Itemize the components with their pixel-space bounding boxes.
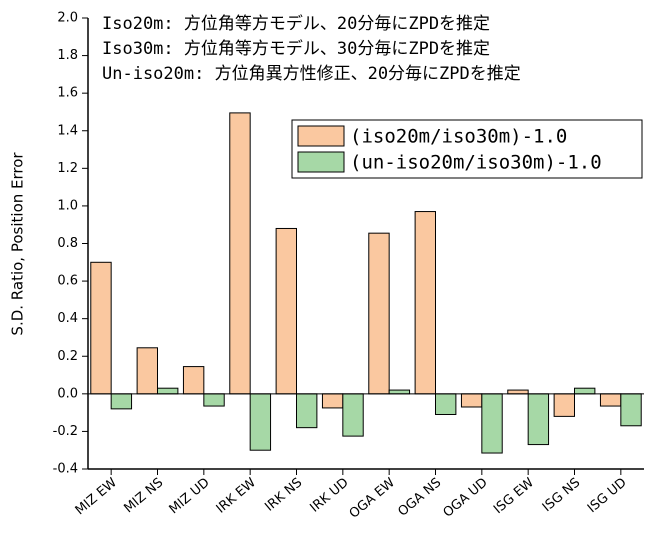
bar — [388, 389, 411, 395]
y-tick-label: 0.4 — [57, 311, 78, 326]
annotation: Un-iso20m: 方位角異方性修正、20分毎にZPDを推定 — [102, 64, 521, 84]
x-tick-label: ISG UD — [585, 475, 630, 516]
bar — [275, 227, 298, 395]
bar — [321, 393, 344, 409]
legend-box — [291, 119, 643, 179]
bar — [414, 211, 437, 395]
y-tick-label: 0.0 — [57, 386, 78, 401]
bar — [553, 393, 576, 417]
y-tick-label: 0.6 — [57, 274, 78, 289]
x-tick-label: OGA EW — [347, 475, 398, 522]
bar — [296, 393, 318, 429]
x-tick-label: IRK UD — [307, 475, 351, 515]
y-tick-label: -0.2 — [53, 424, 78, 439]
bar — [527, 393, 550, 446]
bar — [229, 112, 251, 395]
bar — [182, 366, 205, 395]
bar — [157, 387, 179, 395]
x-tick-label: MIZ NS — [121, 475, 166, 516]
legend-label: (iso20m/iso30m)-1.0 — [350, 126, 567, 148]
bar — [574, 387, 596, 395]
bar — [342, 393, 364, 437]
bar — [620, 393, 642, 427]
bar — [203, 393, 225, 407]
bar — [368, 232, 390, 395]
bar — [599, 393, 622, 407]
x-tick-label: IRK NS — [262, 475, 305, 514]
x-tick-label: MIZ EW — [73, 475, 120, 518]
y-tick-label: 1.6 — [57, 86, 78, 101]
x-tick-label: ISG EW — [491, 475, 537, 517]
y-tick-label: -0.4 — [53, 462, 78, 477]
annotation: Iso20m: 方位角等方モデル、20分毎にZPDを推定 — [102, 13, 490, 34]
x-tick-label: IRK EW — [214, 475, 259, 517]
y-tick-label: 1.4 — [57, 123, 78, 138]
legend-swatch — [297, 125, 345, 147]
y-tick-label: 1.2 — [57, 161, 78, 176]
legend-label: (un-iso20m/iso30m)-1.0 — [350, 152, 602, 174]
bar — [435, 393, 457, 416]
bar — [481, 393, 503, 454]
legend-swatch — [297, 151, 345, 173]
bar — [249, 393, 272, 451]
annotation: Iso30m: 方位角等方モデル、30分毎にZPDを推定 — [102, 38, 490, 59]
bar — [136, 347, 158, 395]
x-tick-label: OGA NS — [395, 475, 444, 519]
x-tick-label: ISG NS — [540, 475, 584, 515]
y-tick-label: 1.0 — [57, 198, 78, 213]
bar — [460, 393, 483, 408]
bar — [110, 393, 133, 410]
bar — [507, 389, 529, 395]
x-tick-label: OGA UD — [441, 475, 491, 520]
x-tick-label: MIZ UD — [167, 475, 213, 517]
y-axis-label: S.D. Ratio, Position Error — [9, 152, 27, 336]
y-tick-label: 2.0 — [57, 11, 78, 26]
bar — [90, 261, 112, 395]
y-tick-label: 1.8 — [57, 48, 78, 63]
y-tick-label: 0.2 — [57, 349, 78, 364]
y-tick-label: 0.8 — [57, 236, 78, 251]
